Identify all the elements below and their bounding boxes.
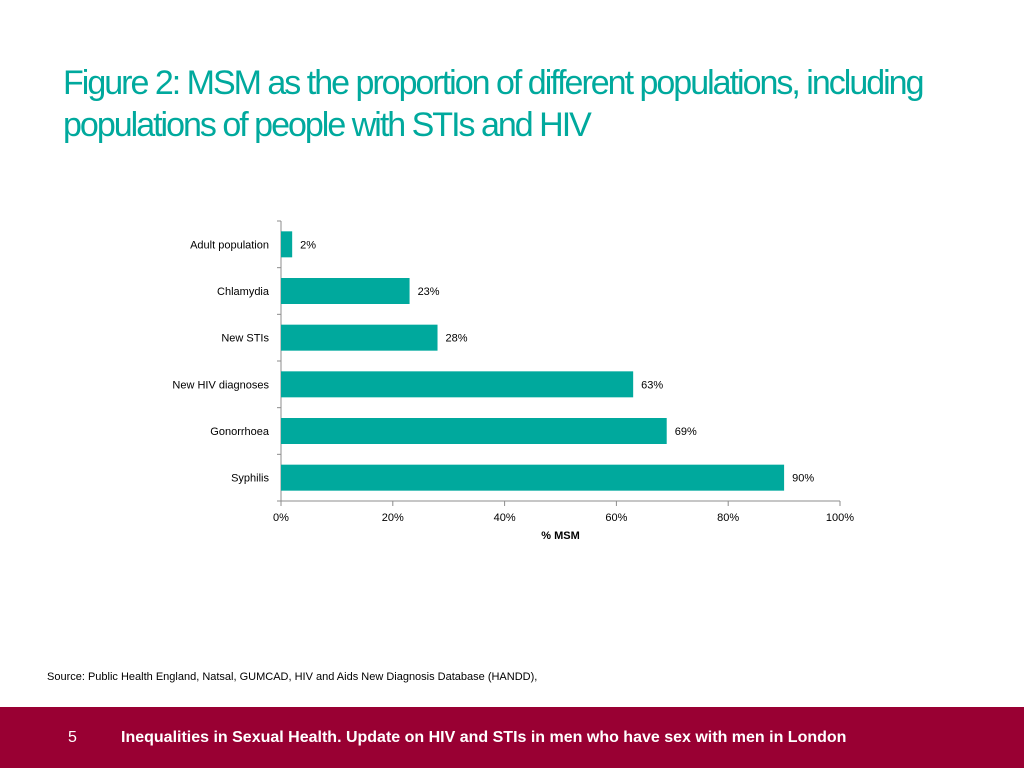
bar <box>281 418 667 444</box>
chart-bars <box>281 231 785 491</box>
bar <box>281 324 438 351</box>
category-label: Syphilis <box>231 473 269 485</box>
footer-bar: 5 Inequalities in Sexual Health. Update … <box>0 707 1024 768</box>
slide-title: Figure 2: MSM as the proportion of diffe… <box>63 64 925 144</box>
bar-value-label: 2% <box>300 239 316 251</box>
category-label: New HIV diagnoses <box>172 379 269 391</box>
x-tick-label: 40% <box>494 512 516 524</box>
x-tick-label: 20% <box>382 512 404 524</box>
bar-value-label: 63% <box>641 379 663 391</box>
page-number: 5 <box>68 729 77 746</box>
category-label: Chlamydia <box>217 286 270 298</box>
bar <box>281 231 293 258</box>
bar-value-label: 90% <box>792 473 814 485</box>
x-tick-label: 60% <box>605 512 627 524</box>
bar <box>281 464 785 491</box>
bar-value-label: 69% <box>675 426 697 438</box>
x-axis-title: % MSM <box>541 530 580 542</box>
x-tick-label: 0% <box>273 512 289 524</box>
bar-value-label: 23% <box>418 286 440 298</box>
bar <box>281 371 634 398</box>
chart-labels: 0% 20% 40% 60% 80% 100% % MSM Adult population 2… <box>172 239 854 542</box>
category-label: New STIs <box>221 333 269 345</box>
chart-axes <box>277 220 841 506</box>
footer-title: Inequalities in Sexual Health. Update on… <box>121 729 847 746</box>
bar <box>281 278 410 304</box>
category-label: Gonorrhoea <box>210 426 270 438</box>
category-label: Adult population <box>190 239 269 251</box>
bar-value-label: 28% <box>446 333 468 345</box>
x-tick-label: 100% <box>826 512 854 524</box>
source-note: Source: Public Health England, Natsal, G… <box>47 671 538 683</box>
x-tick-label: 80% <box>717 512 739 524</box>
